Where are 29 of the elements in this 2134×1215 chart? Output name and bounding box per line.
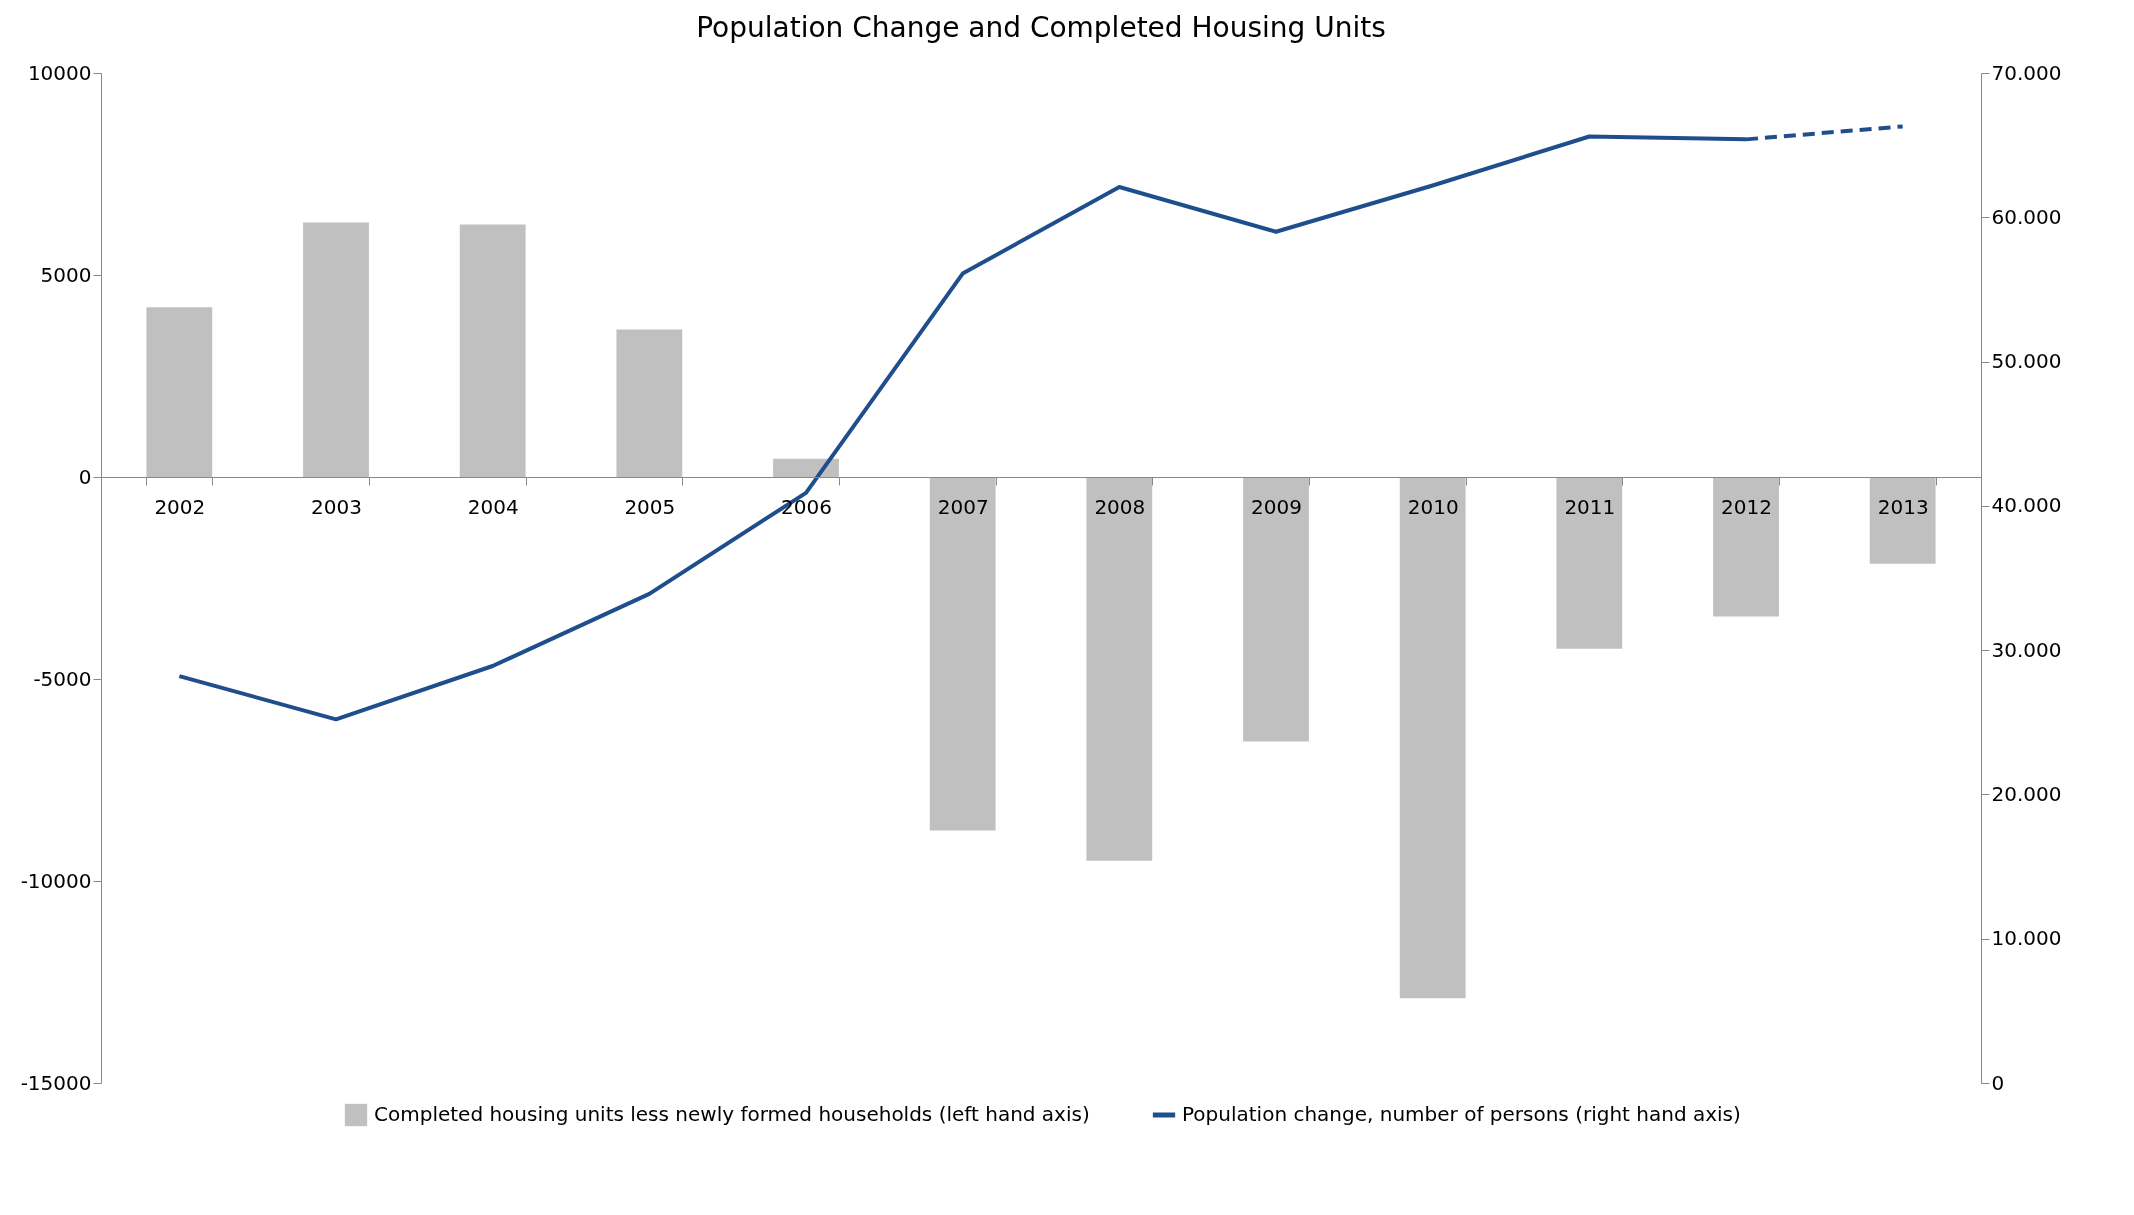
x-tick-label: 2012: [1721, 494, 1772, 519]
y-tick-label: 10000: [27, 60, 92, 85]
x-tick-label: 2006: [781, 494, 832, 519]
x-tick-label: 2004: [467, 494, 519, 519]
x-tick-label: 2003: [311, 494, 362, 519]
y2-tick-label: 0: [1991, 1070, 2005, 1095]
legend-label: Completed housing units less newly formed households (left hand axis): [374, 1102, 1090, 1126]
y-tick-label: 5000: [40, 262, 92, 287]
chart-title: Population Change and Completed Housing Units: [696, 11, 1386, 44]
legend-label: Population change, number of persons (right hand axis): [1182, 1102, 1741, 1126]
x-tick-label: 2005: [624, 494, 676, 519]
y2-tick-label: 40.000: [1991, 493, 2062, 518]
x-tick-label: 2010: [1407, 494, 1459, 519]
x-tick-label: 2002: [154, 494, 206, 519]
x-tick-label: 2008: [1094, 494, 1146, 519]
y-tick-label: -5000: [33, 666, 92, 691]
y2-tick-label: 20.000: [1991, 781, 2062, 806]
y2-tick-label: 10.000: [1991, 926, 2062, 951]
x-tick-label: 2009: [1251, 494, 1302, 519]
x-tick-label: 2007: [937, 494, 989, 519]
y2-tick-label: 60.000: [1991, 204, 2062, 229]
x-tick-label: 2013: [1877, 494, 1929, 519]
y-tick-label: -15000: [20, 1070, 92, 1095]
y-tick-label: -10000: [20, 868, 92, 893]
y2-tick-label: 70.000: [1991, 60, 2062, 85]
x-tick-label: 2011: [1564, 494, 1616, 519]
y2-tick-label: 50.000: [1991, 349, 2062, 374]
y2-tick-label: 30.000: [1991, 637, 2062, 662]
y-tick-label: 0: [78, 464, 92, 489]
